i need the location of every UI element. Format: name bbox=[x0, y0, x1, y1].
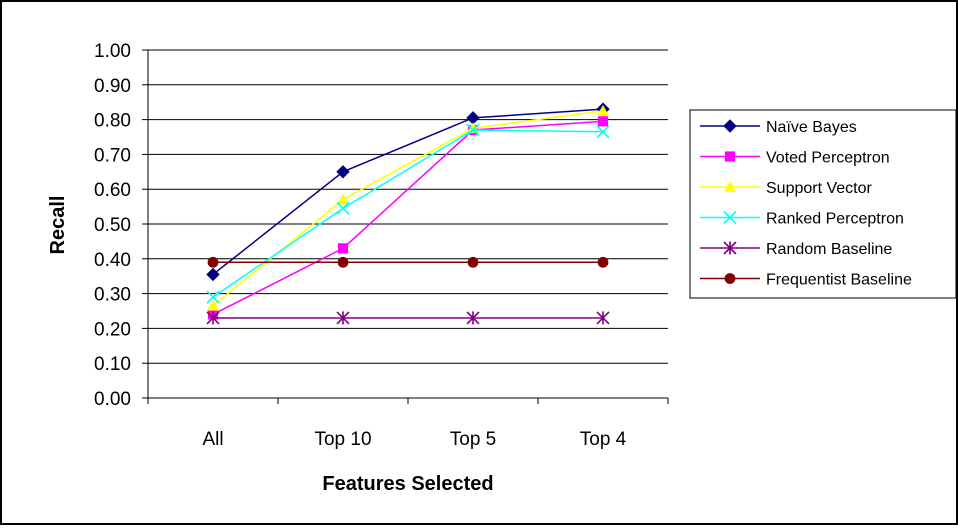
y-tick-label: 0.80 bbox=[94, 111, 131, 132]
legend-item: Support Vector bbox=[700, 180, 873, 197]
marker-triangle bbox=[207, 299, 219, 311]
marker-triangle bbox=[337, 193, 349, 205]
series-random-baseline bbox=[206, 311, 610, 325]
marker-star bbox=[466, 311, 480, 325]
legend-label: Voted Perceptron bbox=[766, 150, 890, 167]
marker-x bbox=[466, 123, 480, 137]
marker-x bbox=[596, 125, 610, 139]
y-tick-label: 1.00 bbox=[94, 41, 131, 62]
marker-diamond bbox=[723, 119, 737, 133]
marker-circle bbox=[207, 256, 219, 268]
series-line bbox=[212, 129, 604, 298]
marker-circle bbox=[337, 256, 349, 268]
series-line bbox=[212, 120, 604, 316]
legend-item: Voted Perceptron bbox=[700, 150, 890, 167]
marker-square bbox=[337, 243, 349, 254]
legend-label: Random Baseline bbox=[766, 241, 892, 258]
marker-x bbox=[336, 201, 350, 215]
plot-area: 0.00 0.10 0.20 0.30 0.40 0.50 0.60 0.70 0.80 0.90… bbox=[94, 41, 669, 450]
y-tick-label: 0.90 bbox=[94, 76, 131, 97]
marker-x bbox=[206, 290, 220, 304]
y-tick-label: 0.10 bbox=[94, 354, 131, 375]
marker-circle bbox=[467, 256, 479, 268]
y-tick-label: 0.30 bbox=[94, 285, 131, 306]
x-tick-label: Top 4 bbox=[580, 429, 627, 450]
legend-label: Ranked Perceptron bbox=[766, 211, 904, 228]
legend-label: Support Vector bbox=[766, 180, 873, 197]
marker-square bbox=[724, 151, 736, 162]
marker-star bbox=[336, 311, 350, 325]
legend-label: Frequentist Baseline bbox=[766, 272, 912, 289]
marker-circle bbox=[724, 273, 736, 284]
legend-item: Random Baseline bbox=[700, 241, 892, 258]
marker-diamond bbox=[206, 267, 220, 282]
y-tick-label: 0.70 bbox=[94, 145, 131, 166]
x-tick-label: All bbox=[202, 429, 223, 450]
x-tick-label: Top 5 bbox=[450, 429, 496, 450]
marker-x bbox=[723, 210, 737, 225]
marker-circle bbox=[597, 256, 609, 268]
marker-star bbox=[206, 311, 220, 325]
y-tick-label: 0.20 bbox=[94, 319, 131, 340]
legend: Naïve Bayes Voted Perceptron Support Vecto… bbox=[689, 109, 957, 299]
x-tick-label: Top 10 bbox=[314, 429, 371, 450]
series-line bbox=[212, 108, 604, 276]
series-ranked-perceptron bbox=[206, 123, 610, 304]
legend-item: Frequentist Baseline bbox=[700, 272, 912, 289]
marker-star bbox=[723, 241, 737, 255]
y-tick-label: 0.60 bbox=[94, 180, 131, 201]
series-frequentist-baseline bbox=[207, 256, 609, 268]
y-tick-label: 0.00 bbox=[94, 389, 131, 410]
marker-triangle bbox=[724, 181, 736, 192]
marker-square bbox=[597, 116, 609, 127]
marker-triangle bbox=[597, 104, 609, 116]
legend-box bbox=[689, 109, 957, 299]
series-na-ve-bayes bbox=[206, 102, 610, 282]
marker-star bbox=[596, 311, 610, 325]
legend-item: Ranked Perceptron bbox=[700, 211, 904, 228]
legend-label: Naïve Bayes bbox=[766, 119, 857, 136]
y-tick-label: 0.50 bbox=[94, 215, 131, 236]
y-tick-label: 0.40 bbox=[94, 250, 131, 271]
marker-diamond bbox=[336, 165, 350, 179]
legend-item: Naïve Bayes bbox=[700, 119, 857, 136]
y-axis-title: Recall bbox=[47, 196, 69, 255]
x-axis-title: Features Selected bbox=[322, 473, 493, 495]
